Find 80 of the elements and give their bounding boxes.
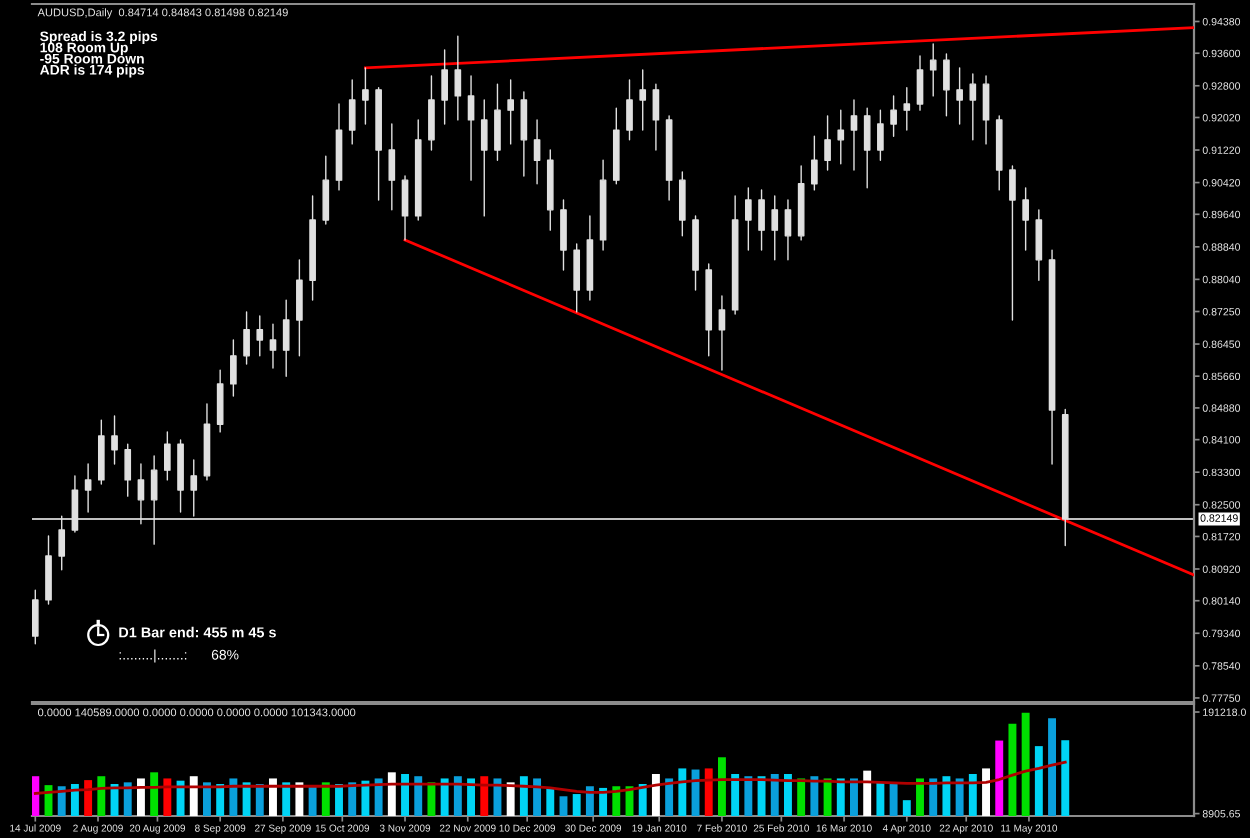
candlestick	[1035, 209, 1043, 281]
candlestick	[784, 199, 792, 261]
candlestick	[177, 439, 184, 513]
candlestick	[256, 315, 264, 357]
candlestick	[45, 535, 52, 605]
candlestick	[414, 119, 422, 221]
candlestick	[467, 75, 475, 181]
candlestick	[1048, 249, 1056, 465]
candlestick	[560, 199, 567, 271]
candlestick	[348, 79, 356, 145]
candlestick	[652, 83, 660, 151]
candlestick	[428, 75, 435, 151]
candlestick	[705, 263, 713, 357]
candlestick	[58, 515, 66, 571]
candlestick	[111, 415, 118, 465]
candlestick	[84, 463, 92, 513]
candlestick	[269, 323, 277, 369]
candlestick	[533, 119, 541, 185]
candlestick	[797, 165, 805, 241]
candlestick	[612, 107, 620, 185]
candlestick	[335, 103, 343, 191]
candlestick	[32, 589, 39, 645]
candlestick	[441, 49, 448, 125]
candlestick	[150, 455, 158, 545]
candlestick	[362, 67, 369, 125]
candlestick	[546, 149, 554, 231]
candlestick	[401, 175, 409, 241]
candlestick	[678, 171, 686, 237]
candlestick	[203, 403, 211, 481]
candlestick	[943, 53, 950, 117]
candlestick	[599, 159, 607, 251]
candlestick	[850, 99, 858, 171]
candlestick	[164, 431, 171, 481]
candlestick	[1061, 408, 1069, 547]
candlestick	[309, 195, 316, 301]
candlestick	[718, 295, 726, 371]
candlestick	[771, 195, 779, 261]
candlestick	[124, 443, 132, 497]
candlestick	[230, 339, 237, 397]
candlestick	[1009, 165, 1016, 321]
candlestick	[956, 67, 963, 125]
candlestick	[216, 369, 224, 433]
candlestick	[507, 79, 515, 145]
candlestick	[916, 55, 924, 111]
candlestick	[890, 95, 897, 137]
candlestick	[639, 69, 647, 131]
candlestick	[375, 87, 382, 201]
candlestick	[388, 123, 396, 211]
candlestick	[929, 43, 937, 97]
candlestick	[1022, 187, 1029, 251]
candlestick	[282, 299, 290, 377]
candlestick	[137, 463, 145, 525]
candlestick	[626, 79, 633, 141]
candlestick	[903, 87, 911, 131]
candlestick	[837, 109, 845, 165]
candlestick	[322, 155, 330, 225]
candlestick	[573, 243, 581, 313]
candlestick	[520, 91, 528, 177]
candlestick	[995, 115, 1003, 191]
candlestick	[745, 187, 752, 251]
candlestick	[877, 109, 884, 161]
candlestick	[665, 115, 673, 201]
candlestick	[190, 459, 198, 517]
candlestick	[758, 189, 765, 251]
candlestick	[586, 215, 594, 301]
candlestick	[454, 35, 462, 121]
candlestick	[824, 115, 831, 171]
candlestick	[811, 135, 818, 191]
line-series	[33, 760, 1067, 795]
candlestick	[243, 311, 250, 365]
candlestick	[296, 259, 303, 357]
candlestick	[494, 83, 501, 161]
candlestick	[480, 99, 488, 217]
candlestick	[731, 195, 739, 315]
candlestick	[71, 475, 79, 533]
candlestick	[982, 75, 990, 145]
candlestick	[969, 73, 977, 141]
candlestick	[97, 419, 105, 485]
candlestick	[863, 107, 871, 189]
candlestick	[692, 215, 699, 291]
